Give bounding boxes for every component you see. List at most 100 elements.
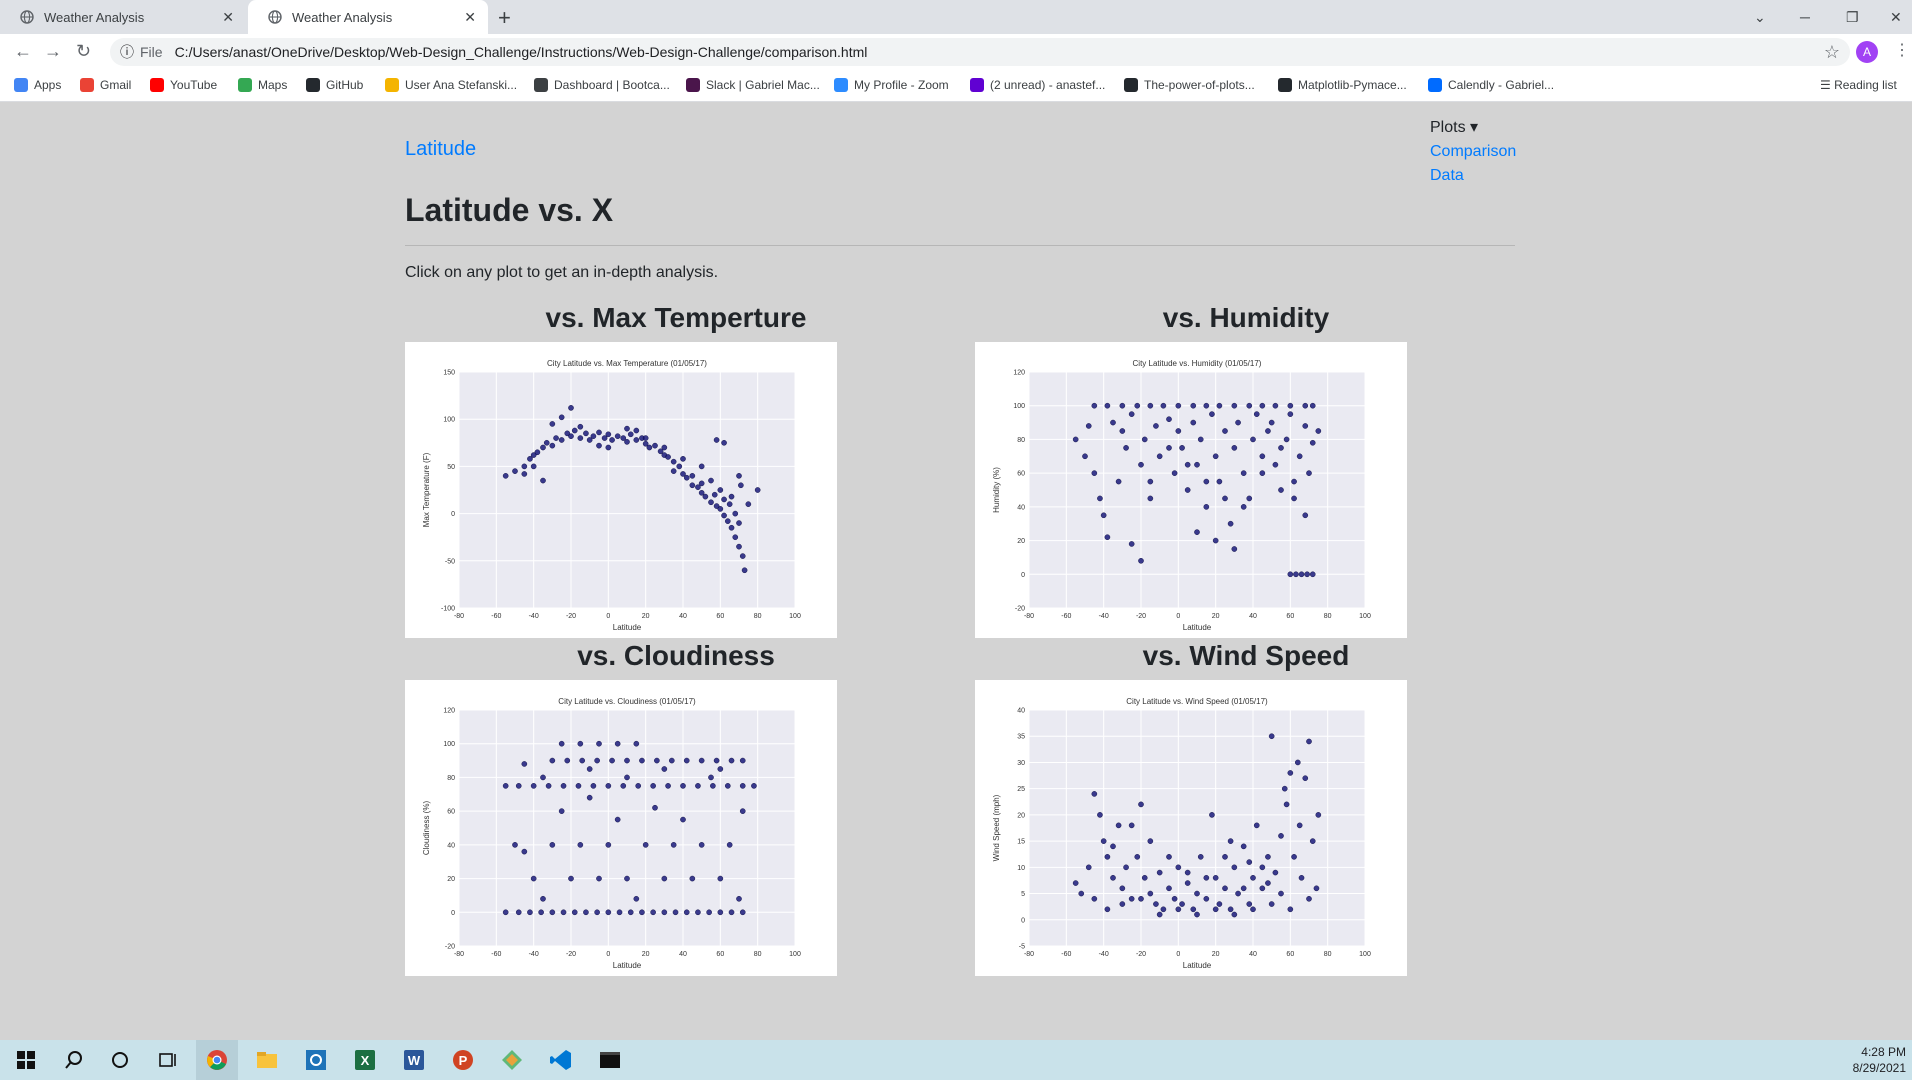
scatter-point	[1216, 402, 1223, 409]
scatter-point	[1197, 854, 1204, 860]
plots-dropdown[interactable]: Plots ▾	[1430, 116, 1516, 140]
scatter-point	[1294, 759, 1301, 766]
reading-list-button[interactable]: ☰ Reading list	[1820, 78, 1897, 92]
bookmark-item[interactable]: Slack | Gabriel Mac...	[686, 78, 820, 92]
scatter-point	[1250, 436, 1256, 443]
info-icon[interactable]: ⓘ	[120, 44, 134, 60]
bookmark-item[interactable]: The-power-of-plots...	[1124, 78, 1255, 92]
x-tick-label: 0	[606, 951, 610, 958]
page-title: Latitude vs. X	[405, 192, 614, 228]
chart-wind-speed: -80 -60 -40 -20 0 20 40 60 80 100 -5 0 5 10 15 20 25 30 35…	[992, 697, 1371, 970]
windows-start-icon[interactable]	[14, 1048, 38, 1072]
scatter-point	[1265, 880, 1271, 886]
scatter-point	[713, 437, 720, 443]
scatter-point	[708, 477, 714, 484]
profile-avatar[interactable]: A	[1856, 41, 1878, 63]
scatter-point	[708, 499, 714, 506]
bookmark-favicon-icon	[1124, 78, 1138, 92]
plot-humidity[interactable]: -80 -60 -40 -20 0 20 40 60 80 100 -20 0 20 40 60 80 100 1…	[975, 342, 1407, 638]
scatter-point	[1259, 885, 1266, 892]
forward-icon[interactable]: →	[44, 41, 62, 61]
plot-area	[1029, 710, 1365, 946]
plot-area	[459, 372, 795, 608]
bookmark-item[interactable]: Maps	[238, 78, 287, 92]
reload-icon[interactable]: ↻	[76, 41, 92, 61]
bookmark-item[interactable]: User Ana Stefanski...	[385, 78, 517, 92]
scatter-point	[670, 842, 677, 848]
scatter-point	[1134, 854, 1141, 860]
scatter-point	[698, 842, 705, 848]
minimize-icon[interactable]: ─	[1800, 9, 1810, 25]
scatter-point	[1138, 557, 1144, 564]
plot-wind-speed[interactable]: -80 -60 -40 -20 0 20 40 60 80 100 -5 0 5 10 15 20 25 30 35…	[975, 680, 1407, 976]
close-icon[interactable]: ✕	[464, 9, 476, 25]
chrome-icon[interactable]	[205, 1048, 229, 1072]
terminal-icon[interactable]	[598, 1048, 622, 1072]
bookmark-item[interactable]: Calendly - Gabriel...	[1428, 78, 1554, 92]
search-icon[interactable]	[62, 1048, 86, 1072]
y-tick-label: 0	[451, 511, 455, 518]
back-icon[interactable]: ←	[14, 41, 32, 61]
bookmark-item[interactable]: Matplotlib-Pymace...	[1278, 78, 1407, 92]
scatter-point	[1235, 890, 1241, 897]
window-close-icon[interactable]: ✕	[1890, 8, 1902, 25]
task-view-icon[interactable]	[156, 1048, 180, 1072]
restore-icon[interactable]: ❐	[1846, 8, 1859, 25]
scatter-point	[586, 766, 593, 772]
cortana-icon[interactable]	[108, 1048, 132, 1072]
scatter-point	[1216, 478, 1223, 485]
file-explorer-icon[interactable]	[255, 1048, 279, 1072]
scatter-point	[680, 456, 686, 462]
scatter-point	[711, 491, 718, 498]
vscode-icon[interactable]	[549, 1048, 573, 1072]
scatter-point	[1216, 901, 1223, 907]
scatter-point	[708, 774, 714, 781]
scatter-point	[1278, 445, 1284, 451]
scatter-point	[739, 783, 746, 789]
scatter-point	[639, 909, 645, 916]
plot-area	[1029, 372, 1365, 608]
app-icon[interactable]	[304, 1048, 328, 1072]
bookmark-star-icon[interactable]: ☆	[1823, 42, 1840, 62]
bookmark-item[interactable]: My Profile - Zoom	[834, 78, 949, 92]
brand-link-latitude[interactable]: Latitude	[405, 138, 477, 160]
bookmark-item[interactable]: YouTube	[150, 78, 217, 92]
bookmark-item[interactable]: (2 unread) - anastef...	[970, 78, 1105, 92]
scatter-point	[1190, 419, 1197, 426]
tab-weather-analysis-2[interactable]: Weather Analysis ✕	[248, 0, 488, 34]
address-bar[interactable]: ⓘ File C:/Users/anast/OneDrive/Desktop/W…	[110, 38, 1850, 66]
url-text[interactable]: C:/Users/anast/OneDrive/Desktop/Web-Desi…	[174, 44, 868, 60]
plot-max-temp[interactable]: -80 -60 -40 -20 0 20 40 60 80 100 -100 -50 0 50 100 150…	[405, 342, 837, 638]
plot-cloudiness[interactable]: -80 -60 -40 -20 0 20 40 60 80 100 -20 0 20 40 60 80 100 1…	[405, 680, 837, 976]
nav-link-comparison[interactable]: Comparison	[1430, 143, 1517, 160]
tab-weather-analysis-1[interactable]: Weather Analysis ✕	[0, 0, 246, 34]
excel-icon[interactable]: X	[353, 1048, 377, 1072]
new-tab-icon[interactable]: +	[498, 5, 511, 30]
menu-kebab-icon[interactable]: ⋮	[1894, 42, 1910, 59]
git-kraken-icon[interactable]	[500, 1048, 524, 1072]
bookmark-label: Calendly - Gabriel...	[1448, 78, 1555, 92]
scatter-point	[571, 909, 578, 916]
scatter-point	[620, 783, 627, 789]
scatter-point	[620, 435, 627, 441]
powerpoint-icon[interactable]: P	[451, 1048, 475, 1072]
bookmark-item[interactable]: Gmail	[80, 78, 131, 92]
scatter-point	[577, 842, 584, 848]
word-icon[interactable]: W	[402, 1048, 426, 1072]
bookmark-item[interactable]: Dashboard | Bootca...	[534, 78, 670, 92]
nav-link-data[interactable]: Data	[1430, 167, 1464, 184]
bookmark-favicon-icon	[1428, 78, 1442, 92]
x-axis-label: Latitude	[1183, 961, 1212, 970]
scatter-point	[1272, 869, 1279, 876]
scatter-point	[605, 431, 612, 438]
scatter-point	[672, 909, 679, 916]
close-icon[interactable]: ✕	[222, 9, 234, 25]
scatter-point	[596, 429, 602, 436]
bookmark-item[interactable]: GitHub	[306, 78, 363, 92]
scatter-point	[596, 740, 602, 747]
tab-search-icon[interactable]: ⌄	[1754, 8, 1766, 25]
bookmark-label: User Ana Stefanski...	[405, 78, 518, 92]
bookmark-item[interactable]: Apps	[14, 78, 61, 92]
scatter-point	[1246, 859, 1253, 865]
system-clock[interactable]: 4:28 PM 8/29/2021	[1853, 1044, 1906, 1076]
